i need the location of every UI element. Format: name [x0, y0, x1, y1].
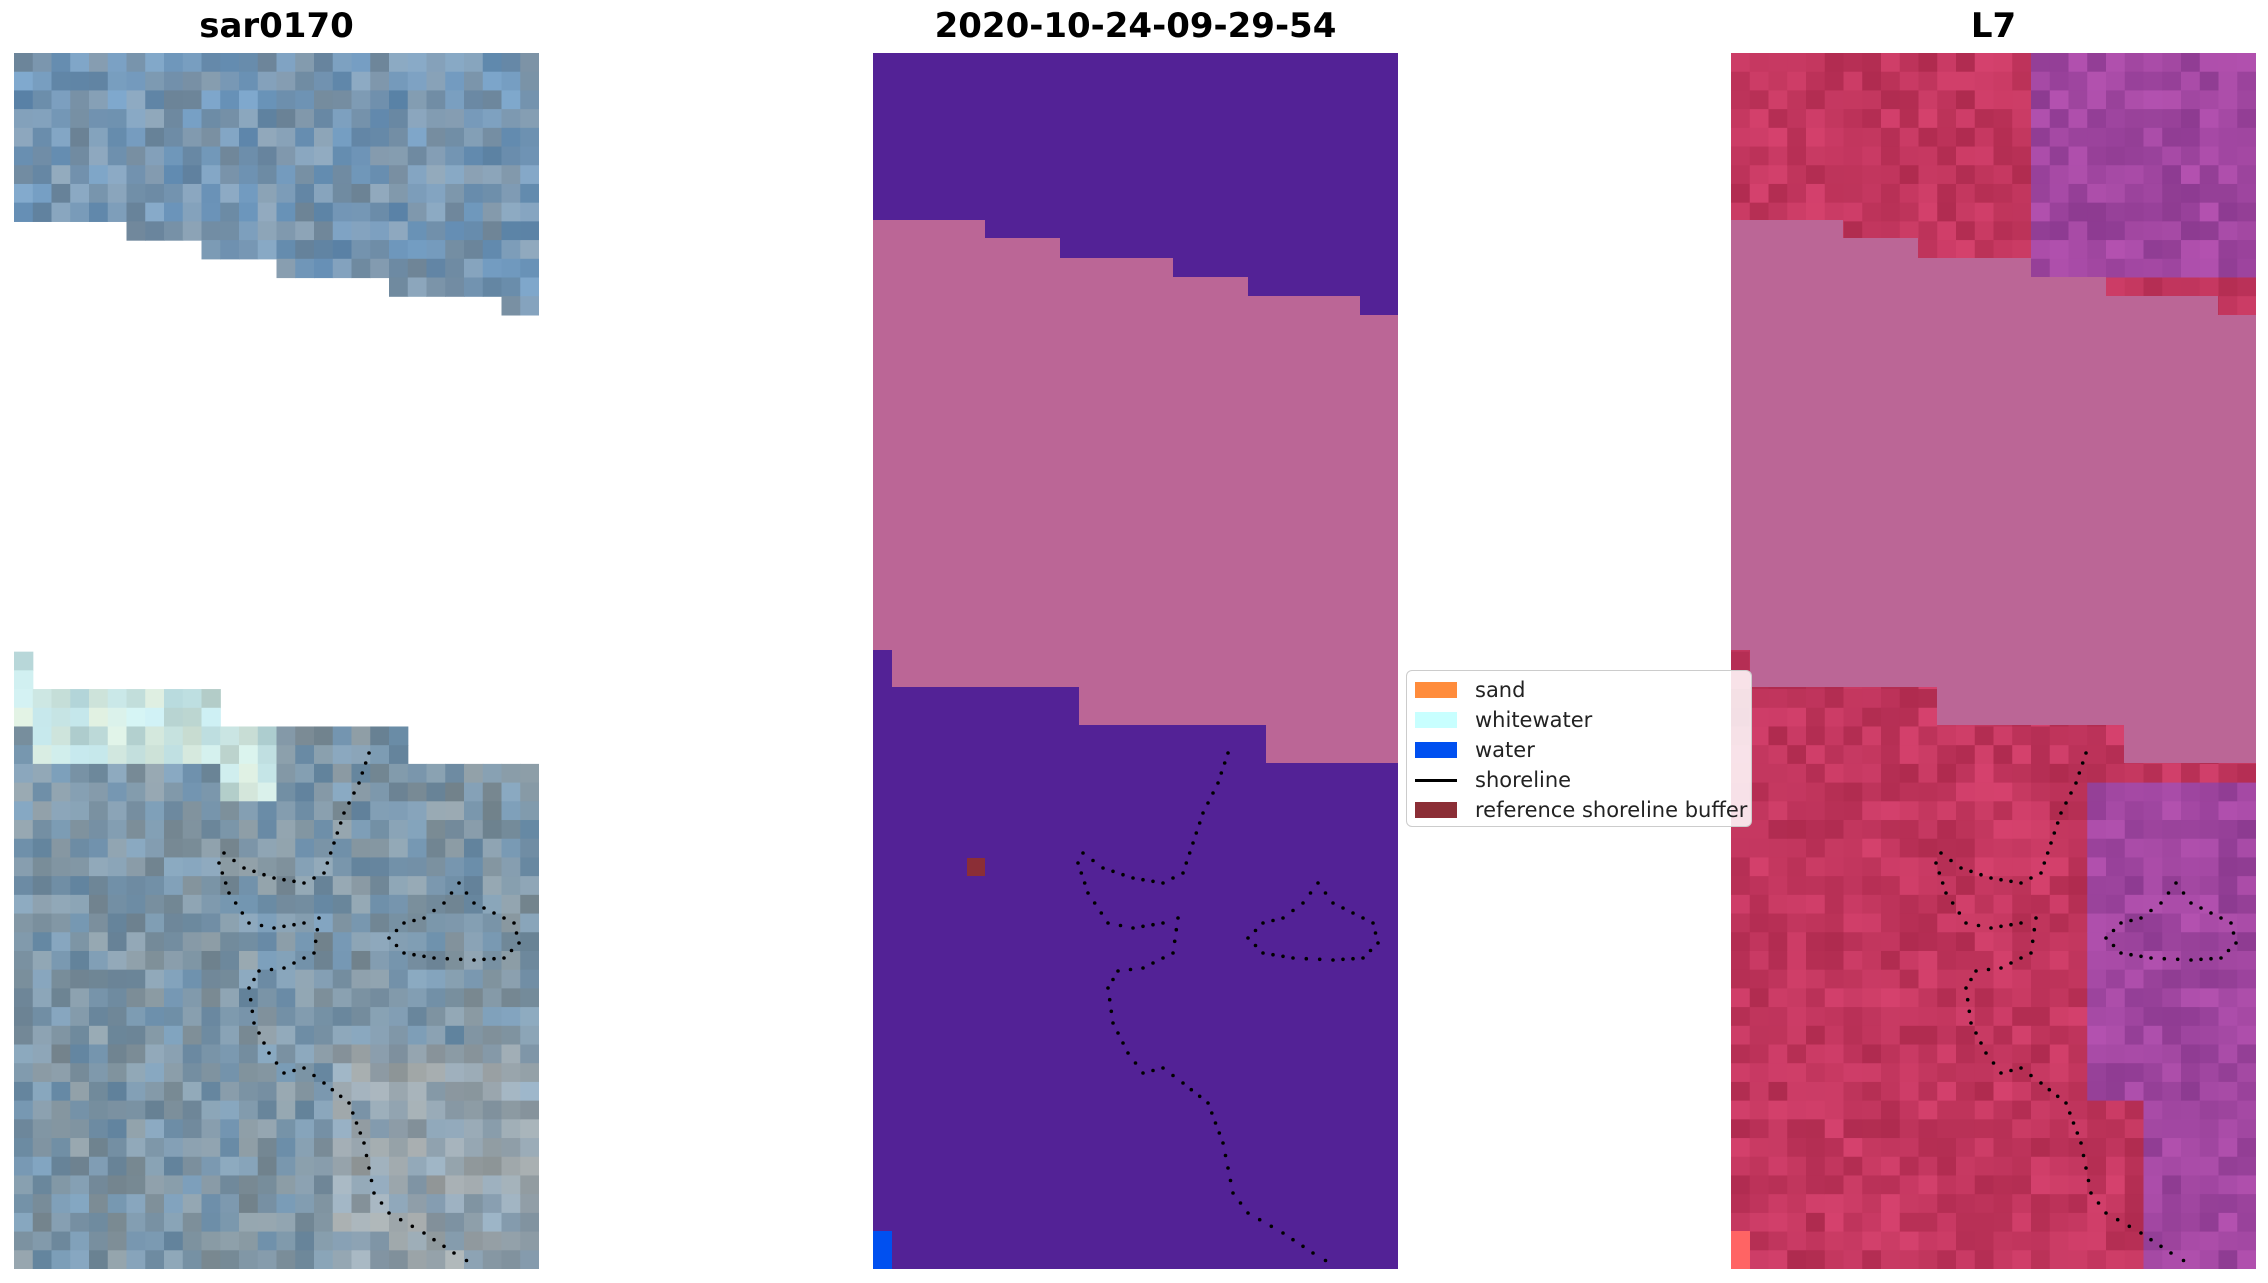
shoreline-points	[217, 751, 521, 1263]
legend: sand whitewater water shoreline referenc…	[1406, 670, 1752, 827]
shoreline-points	[1934, 751, 2238, 1263]
legend-label: shoreline	[1475, 768, 1572, 792]
shoreline-points	[1076, 751, 1380, 1263]
legend-item-sand: sand	[1415, 675, 1525, 705]
panel-title-rgb: sar0170	[199, 6, 354, 46]
rgb-pixels	[14, 53, 539, 1269]
legend-label: reference shoreline buffer	[1475, 798, 1748, 822]
reference-buffer-swatch	[1415, 802, 1457, 818]
sand-swatch	[1415, 682, 1457, 698]
legend-item-shoreline: shoreline	[1415, 765, 1571, 795]
cloud-mask-region	[873, 220, 1398, 763]
water-patch	[873, 1231, 892, 1269]
whitewater-swatch	[1415, 712, 1457, 728]
cloud-mask-region	[1731, 220, 2256, 763]
panel-title-classified: 2020-10-24-09-29-54	[934, 6, 1337, 46]
legend-label: water	[1475, 738, 1535, 762]
water-swatch	[1415, 742, 1457, 758]
shoreline-line-swatch	[1415, 778, 1457, 782]
legend-item-whitewater: whitewater	[1415, 705, 1592, 735]
reference-shoreline-buffer-patch	[967, 858, 985, 876]
classified-image-panel	[873, 53, 1398, 1269]
legend-label: whitewater	[1475, 708, 1593, 732]
panel-title-false-color: L7	[1970, 6, 2017, 46]
false-color-image-panel	[1731, 53, 2256, 1269]
rgb-image-panel	[14, 53, 539, 1269]
legend-item-water: water	[1415, 735, 1535, 765]
legend-label: sand	[1475, 678, 1526, 702]
water-patch	[1731, 1231, 1750, 1269]
legend-item-reference-shoreline-buffer: reference shoreline buffer	[1415, 795, 1747, 825]
